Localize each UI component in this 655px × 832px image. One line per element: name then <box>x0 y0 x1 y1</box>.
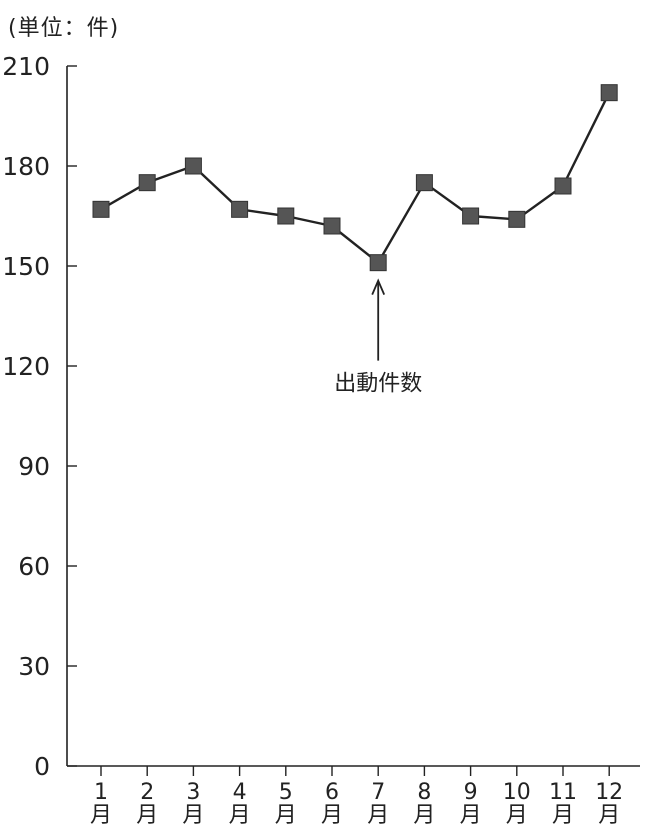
data-point-marker <box>277 207 295 225</box>
data-point-marker <box>231 200 249 218</box>
y-tick-label: 210 <box>2 52 50 81</box>
data-point-marker <box>600 84 618 102</box>
x-tick-label: 12 月 <box>595 780 623 828</box>
y-axis-ticks: 0 30 60 90 120 150 180 210 <box>2 52 77 781</box>
data-point-marker <box>415 174 433 192</box>
series-line <box>100 92 611 264</box>
data-point-marker <box>508 210 526 228</box>
data-point-marker <box>554 177 572 195</box>
y-tick-label: 120 <box>2 352 50 381</box>
series-line-group <box>92 84 618 272</box>
y-tick-label: 30 <box>18 652 50 681</box>
chart-axes <box>66 66 640 767</box>
y-unit-label: (単位：件) <box>8 16 120 41</box>
annotation-group: 出動件数 <box>334 278 422 397</box>
y-tick-label: 90 <box>18 452 50 481</box>
y-tick-label: 60 <box>18 552 50 581</box>
annotation-arrow-head <box>371 278 386 296</box>
x-tick-label: 11 月 <box>549 780 577 828</box>
data-point-marker <box>184 157 202 175</box>
data-point-marker <box>323 217 341 235</box>
y-tick-label: 0 <box>34 752 50 781</box>
x-tick-label: 10 月 <box>503 780 531 828</box>
y-tick-label: 150 <box>2 252 50 281</box>
x-axis-ticks: 1 月 2 月 3 月 4 月 5 月 6 月 7 月 8 月 9 月 10 月 11 月 12 月 <box>90 766 623 828</box>
data-point-marker <box>369 254 387 272</box>
data-point-marker <box>92 200 110 218</box>
data-point-marker <box>462 207 480 225</box>
y-tick-label: 180 <box>2 152 50 181</box>
series-annotation-label: 出動件数 <box>334 372 422 397</box>
data-point-marker <box>138 174 156 192</box>
